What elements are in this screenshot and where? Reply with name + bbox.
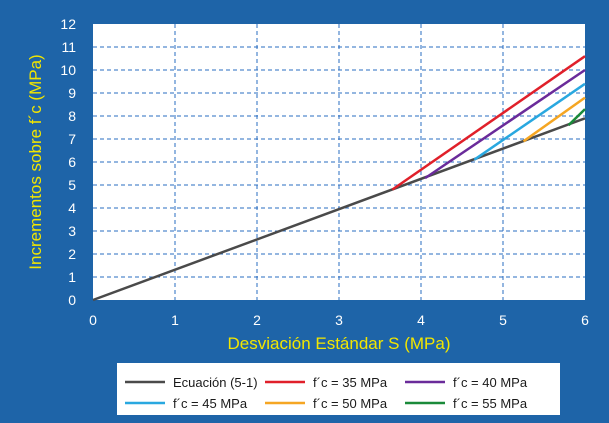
y-tick-label: 9 <box>68 85 76 101</box>
y-axis-label: Incrementos sobre f´c (MPa) <box>26 54 45 269</box>
legend-label: f´c = 40 MPa <box>453 375 528 390</box>
y-tick-label: 3 <box>68 223 76 239</box>
x-tick-label: 3 <box>335 312 343 328</box>
y-tick-label: 1 <box>68 269 76 285</box>
legend-label: f´c = 50 MPa <box>313 396 388 411</box>
legend-label: f´c = 45 MPa <box>173 396 248 411</box>
y-tick-label: 2 <box>68 246 76 262</box>
y-tick-label: 0 <box>68 292 76 308</box>
legend-label: f´c = 55 MPa <box>453 396 528 411</box>
x-tick-label: 1 <box>171 312 179 328</box>
series-line <box>391 55 586 191</box>
series-lines <box>92 55 586 302</box>
y-tick-label: 4 <box>68 200 76 216</box>
y-tick-label: 12 <box>60 16 76 32</box>
x-tick-label: 0 <box>89 312 97 328</box>
y-tick-label: 8 <box>68 108 76 124</box>
x-tick-label: 6 <box>581 312 589 328</box>
series-line <box>92 117 586 302</box>
y-tick-label: 11 <box>61 39 76 55</box>
y-tick-label: 10 <box>60 62 76 78</box>
series-line <box>567 108 586 127</box>
x-tick-labels: 0 1 2 3 4 5 6 <box>89 312 589 328</box>
y-tick-label: 7 <box>68 131 76 147</box>
y-tick-label: 6 <box>68 154 76 170</box>
x-tick-label: 2 <box>253 312 261 328</box>
series-line <box>473 82 586 161</box>
series-line <box>522 96 586 143</box>
x-axis-label: Desviación Estándar S (MPa) <box>228 334 451 353</box>
x-tick-label: 4 <box>417 312 425 328</box>
legend-box <box>117 363 560 415</box>
legend: Ecuación (5-1) f´c = 35 MPa f´c = 40 MPa f´… <box>117 363 560 415</box>
x-tick-label: 5 <box>499 312 507 328</box>
series-line <box>424 68 586 180</box>
legend-label: f´c = 35 MPa <box>313 375 388 390</box>
y-tick-label: 5 <box>68 177 76 193</box>
legend-label: Ecuación (5-1) <box>173 375 258 390</box>
